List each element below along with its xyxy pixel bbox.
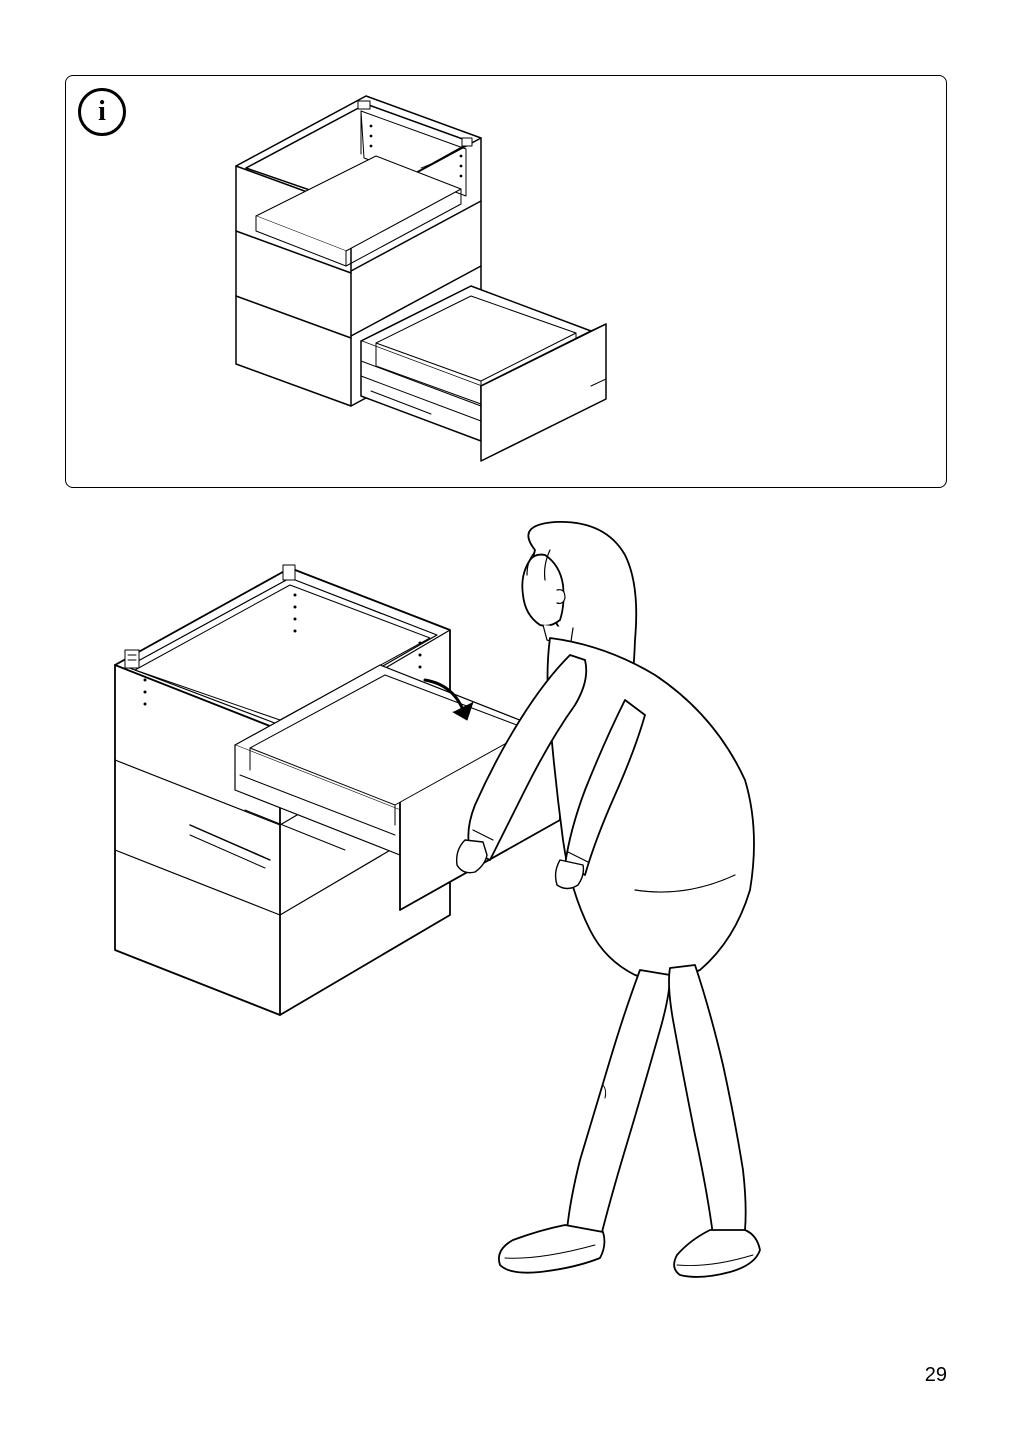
page-number: 29: [925, 1364, 947, 1387]
cabinet-drawer-reference-illustration: [186, 86, 646, 481]
info-icon: i: [78, 88, 126, 136]
info-panel: i: [65, 75, 947, 488]
info-icon-letter: i: [98, 96, 106, 128]
info-icon-circle: i: [78, 88, 126, 136]
person-inserting-drawer-illustration: [95, 520, 840, 1280]
